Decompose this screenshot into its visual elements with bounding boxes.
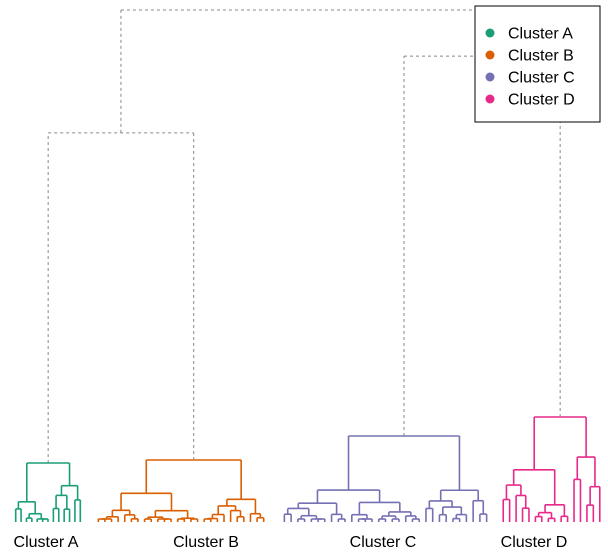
legend-label-cluster-c: Cluster C bbox=[508, 70, 575, 87]
legend-label-cluster-a: Cluster A bbox=[508, 26, 573, 43]
legend-label-cluster-b: Cluster B bbox=[508, 48, 574, 65]
cluster-d-label: Cluster D bbox=[501, 534, 568, 551]
legend-marker-cluster-b bbox=[485, 50, 495, 60]
legend-label-cluster-d: Cluster D bbox=[508, 92, 575, 109]
legend: Cluster A Cluster B Cluster C Cluster D bbox=[474, 5, 601, 123]
cluster-labels: Cluster A Cluster B Cluster C Cluster D bbox=[14, 534, 568, 551]
legend-marker-cluster-c bbox=[485, 72, 495, 82]
cluster-a-label: Cluster A bbox=[14, 534, 79, 551]
legend-box bbox=[474, 5, 601, 123]
cluster-c-label: Cluster C bbox=[350, 534, 417, 551]
legend-marker-cluster-a bbox=[485, 28, 495, 38]
cluster-b-label: Cluster B bbox=[173, 534, 239, 551]
legend-marker-cluster-d bbox=[485, 94, 495, 104]
